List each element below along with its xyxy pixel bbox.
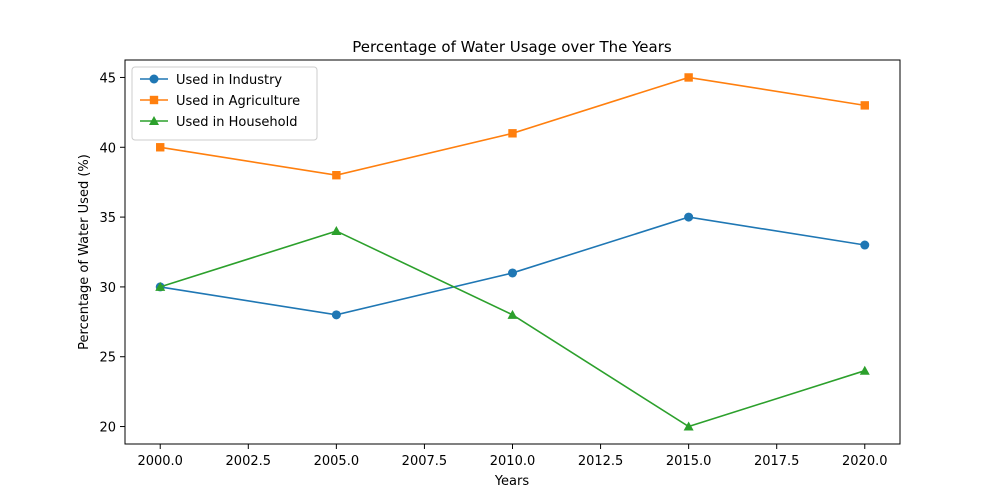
legend-label: Used in Household bbox=[176, 115, 297, 130]
x-tick-label: 2017.5 bbox=[754, 454, 800, 469]
y-tick-label: 45 bbox=[99, 71, 116, 86]
data-point bbox=[331, 226, 342, 236]
series-3 bbox=[155, 226, 870, 431]
legend-marker bbox=[149, 116, 159, 125]
legend-label: Used in Industry bbox=[176, 73, 282, 88]
legend-marker bbox=[149, 95, 159, 105]
legend-marker bbox=[149, 74, 159, 84]
y-tick-label: 20 bbox=[99, 421, 116, 436]
y-axis-title: Percentage of Water Used (%) bbox=[77, 154, 92, 350]
x-tick-label: 2002.5 bbox=[226, 454, 272, 469]
legend: Used in Industry Used in Agriculture Used … bbox=[131, 66, 318, 141]
x-tick-label: 2010.0 bbox=[490, 454, 536, 469]
chart-title: Percentage of Water Usage over The Years bbox=[352, 38, 672, 56]
data-point bbox=[859, 365, 870, 375]
x-tick-label: 2012.5 bbox=[578, 454, 624, 469]
data-point bbox=[507, 309, 518, 319]
series-2 bbox=[156, 73, 869, 180]
data-point bbox=[331, 310, 341, 320]
data-point bbox=[156, 143, 165, 152]
data-point bbox=[508, 129, 517, 138]
x-tick-label: 2015.0 bbox=[666, 454, 712, 469]
x-tick-label: 2000.0 bbox=[137, 454, 183, 469]
data-point bbox=[683, 421, 694, 431]
data-point bbox=[860, 240, 870, 250]
x-axis-title: Years bbox=[494, 474, 530, 489]
legend-item: Used in Industry bbox=[140, 73, 282, 88]
data-point bbox=[684, 73, 693, 82]
data-point bbox=[155, 281, 166, 291]
legend-label: Used in Agriculture bbox=[176, 94, 300, 109]
x-tick-label: 2005.0 bbox=[314, 454, 360, 469]
legend-item: Used in Household bbox=[140, 115, 297, 130]
x-tick-label: 2007.5 bbox=[402, 454, 448, 469]
legend-box bbox=[131, 66, 318, 141]
y-tick-label: 40 bbox=[99, 141, 116, 156]
y-tick-label: 30 bbox=[99, 281, 116, 296]
legend-item: Used in Agriculture bbox=[140, 94, 300, 109]
data-point bbox=[508, 268, 517, 278]
data-point bbox=[332, 171, 341, 180]
data-point bbox=[684, 212, 694, 222]
axes: 2000.0 2002.5 2005.0 2007.5 2010.0 2012.5 2015… bbox=[99, 59, 901, 469]
y-tick-label: 25 bbox=[99, 351, 116, 366]
series-layer bbox=[155, 73, 870, 431]
x-tick-label: 2020.0 bbox=[842, 454, 888, 469]
y-tick-label: 35 bbox=[99, 211, 116, 226]
data-point bbox=[860, 101, 869, 110]
